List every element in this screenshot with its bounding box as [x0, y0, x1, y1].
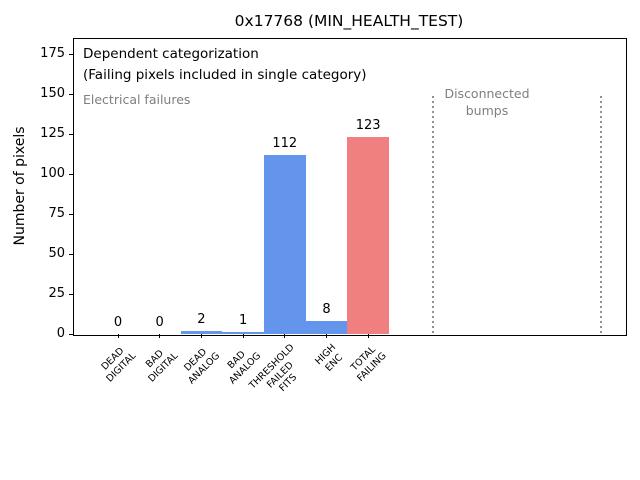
y-axis-tick [69, 213, 73, 215]
y-axis-tick [69, 53, 73, 55]
y-axis-tick-label: 25 [48, 286, 65, 301]
bar [305, 321, 348, 334]
x-axis-tick [326, 334, 327, 338]
chart-title: 0x17768 (MIN_HEALTH_TEST) [234, 12, 464, 30]
y-axis-tick [69, 173, 73, 175]
y-axis-tick-label: 125 [40, 126, 65, 141]
annotation-dependent-categorization: Dependent categorization [83, 46, 259, 62]
divider-dotted-line [431, 96, 434, 334]
bar [263, 154, 306, 334]
bar-value-label: 0 [113, 315, 123, 330]
bar-value-label: 0 [155, 315, 164, 330]
x-axis-tick-label: BAD DIGITAL [143, 347, 180, 385]
y-axis-tick [69, 93, 73, 95]
y-axis-tick-label: 75 [48, 206, 65, 221]
y-axis-tick-label: 50 [48, 246, 65, 261]
divider-dotted-line [600, 96, 602, 334]
bar-value-label: 123 [355, 118, 381, 134]
x-axis-tick [200, 334, 202, 338]
bar-value-label: 112 [272, 135, 298, 151]
x-axis-tick [159, 334, 161, 338]
y-axis-tick [69, 253, 73, 255]
annotation-failing-pixels-note: (Failing pixels included in single categ… [83, 67, 367, 83]
bar-value-label: 1 [238, 313, 248, 329]
bar [347, 137, 390, 334]
bar [180, 330, 223, 334]
y-axis-tick [69, 133, 73, 135]
y-axis-tick-label: 150 [40, 86, 65, 101]
x-axis-tick-label: DEAD DIGITAL [99, 345, 138, 385]
x-axis-tick [242, 334, 244, 338]
y-axis-tick-label: 0 [56, 326, 65, 341]
bar [222, 332, 264, 334]
bar-value-label: 8 [322, 302, 331, 318]
annotation-disconnected-bumps: Disconnected bumps [444, 86, 530, 118]
x-axis-tick [117, 334, 119, 338]
y-axis-tick-label: 175 [40, 46, 65, 61]
x-axis-tick-label: DEAD ANALOG [181, 346, 222, 387]
bar-value-label: 2 [197, 311, 206, 327]
annotation-electrical-failures: Electrical failures [83, 92, 191, 107]
x-axis-tick-label: HIGH ENC [313, 342, 345, 374]
x-axis-tick [284, 334, 286, 338]
x-axis-tick [367, 334, 369, 338]
y-axis-tick-label: 100 [40, 166, 65, 181]
x-axis-tick-label: TOTAL FAILING [348, 344, 389, 384]
y-axis-tick [69, 333, 73, 335]
y-axis-tick [69, 293, 73, 295]
